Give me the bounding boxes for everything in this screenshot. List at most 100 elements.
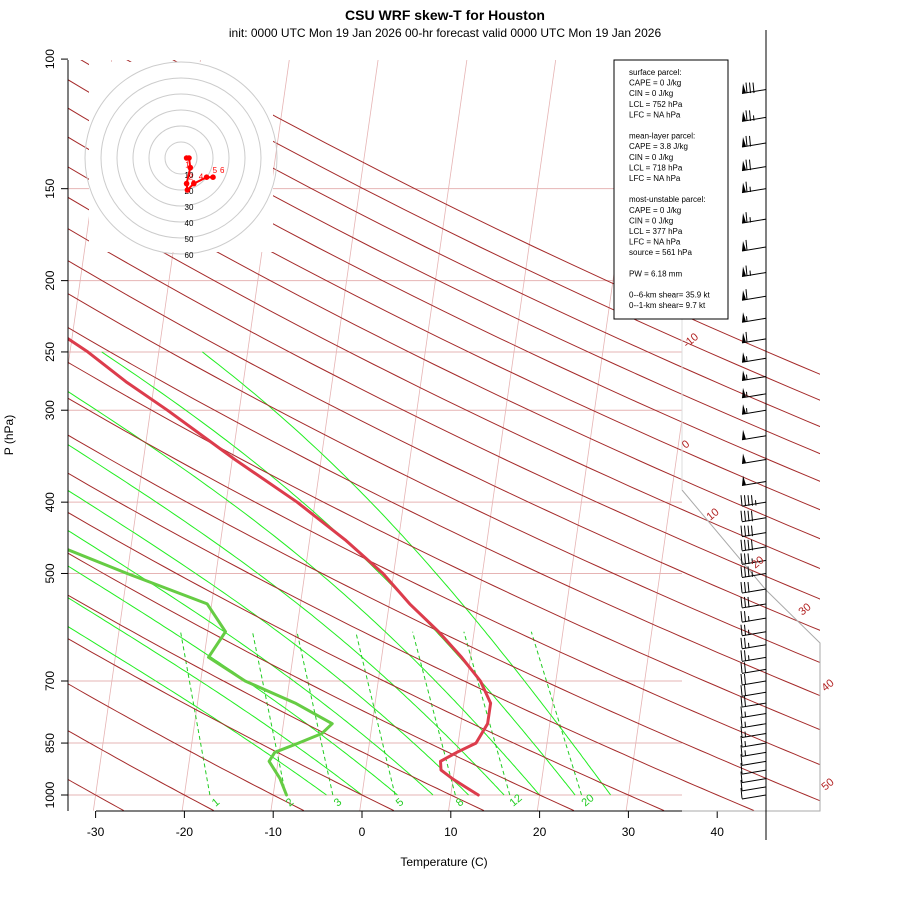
wind-barb-staff [741, 644, 767, 650]
wind-barb-staff [741, 588, 767, 594]
wind-barb [741, 352, 767, 363]
wind-barb [741, 331, 767, 344]
wind-barb-half [755, 500, 757, 506]
mixing-ratio-line [530, 631, 583, 796]
hodograph-point-label: 4 [199, 173, 204, 182]
wind-barb-full [744, 596, 746, 608]
wind-barb-staff [741, 458, 767, 464]
wind-barb [741, 212, 767, 224]
wind-barb-staff [741, 142, 767, 148]
isotherm-label: 50 [820, 776, 837, 793]
wind-barb [740, 745, 767, 757]
wind-barb [741, 289, 767, 301]
y-tick-label: 250 [43, 342, 57, 362]
wind-barb-flag [742, 136, 746, 147]
hodograph-point [187, 164, 194, 171]
wind-barb-staff [741, 572, 767, 578]
hodograph: 102030405060123456 [84, 61, 278, 260]
hodograph-point [183, 180, 190, 187]
x-tick-label: 40 [711, 825, 725, 839]
wind-barb [740, 553, 767, 565]
wind-barb-staff [741, 794, 767, 800]
wind-barb-full [740, 696, 743, 707]
wind-barb-staff [741, 409, 767, 415]
x-tick-label: -20 [176, 825, 194, 839]
wind-barb-flag [742, 213, 746, 224]
wind-barb-half [746, 391, 748, 398]
isotherm-line [804, 43, 900, 811]
isotherm-line [715, 43, 825, 811]
moist-adiabat [68, 390, 540, 796]
wind-barb-flag [742, 429, 746, 440]
x-tick-label: 20 [533, 825, 547, 839]
wind-barb-full [744, 582, 746, 593]
mixing-ratio-label: 3 [332, 796, 344, 809]
wind-barb-staff [741, 501, 767, 507]
wind-barb-half [753, 115, 755, 121]
wind-barb [740, 696, 767, 708]
info-line: CAPE = 0 J/kg [629, 206, 681, 215]
x-tick-label: 10 [444, 825, 458, 839]
info-line: LFC = NA hPa [629, 238, 681, 247]
wind-barb-full [747, 582, 750, 593]
info-line: LFC = NA hPa [629, 174, 681, 183]
wind-barb-staff [741, 393, 767, 399]
isotherm-line [893, 43, 900, 811]
wind-barb [740, 582, 767, 594]
dry-adiabat [68, 730, 214, 811]
y-tick-label: 1000 [43, 781, 57, 808]
wind-barb-full [744, 553, 746, 564]
wind-barb-full [740, 566, 743, 578]
moist-adiabat [68, 489, 469, 796]
info-line: 0--1-km shear= 9.7 kt [629, 301, 706, 310]
moist-adiabat [68, 529, 434, 796]
wind-barb [740, 771, 767, 784]
wind-barb [740, 685, 767, 697]
wind-barb-staff [741, 532, 767, 538]
isotherm-line [181, 60, 290, 811]
info-line: source = 561 hPa [629, 248, 692, 257]
y-tick-label: 400 [43, 492, 57, 512]
wind-barb-half [749, 270, 751, 276]
wind-barb-staff [741, 656, 767, 662]
wind-barb-full [745, 82, 748, 94]
hodograph-ring [132, 109, 230, 207]
mixing-ratio-label: 8 [454, 796, 466, 809]
hodograph-point [203, 174, 210, 180]
hodograph-ring [164, 141, 198, 175]
wind-barb-full [747, 553, 750, 564]
wind-barb [740, 566, 767, 578]
wind-barb-full [740, 582, 743, 593]
y-tick-label: 100 [43, 49, 57, 69]
wind-barb-full [740, 779, 743, 791]
wind-barb [740, 510, 767, 523]
hodograph-ring-label: 50 [185, 235, 194, 244]
dry-adiabat [68, 511, 665, 811]
isotherm-line [359, 60, 468, 811]
wind-barb-full [747, 596, 750, 608]
wind-barb-full [740, 495, 743, 506]
wind-barb-full [740, 763, 743, 774]
wind-barb [741, 82, 767, 95]
isotherm-line [625, 416, 682, 811]
y-tick-label: 150 [43, 178, 57, 198]
wind-barb [741, 453, 767, 464]
wind-barb-staff [741, 760, 767, 766]
hodograph-point [191, 180, 197, 187]
isotherm-label: 20 [750, 554, 767, 571]
info-line: mean-layer parcel: [629, 132, 695, 141]
wind-barb-full [744, 539, 746, 551]
wind-barb-full [751, 495, 753, 506]
wind-barb [741, 312, 767, 323]
hodograph-ring [84, 61, 278, 255]
info-line: surface parcel: [629, 68, 681, 77]
wind-barb-full [740, 771, 743, 783]
wind-barb-staff [741, 733, 767, 739]
dewpoint-line [68, 548, 334, 797]
mixing-ratio-line [180, 631, 211, 796]
info-line: LCL = 752 hPa [629, 100, 683, 109]
wind-barb-half [746, 356, 748, 362]
wind-barb-staff [741, 218, 767, 224]
wind-barb-full [740, 611, 743, 622]
